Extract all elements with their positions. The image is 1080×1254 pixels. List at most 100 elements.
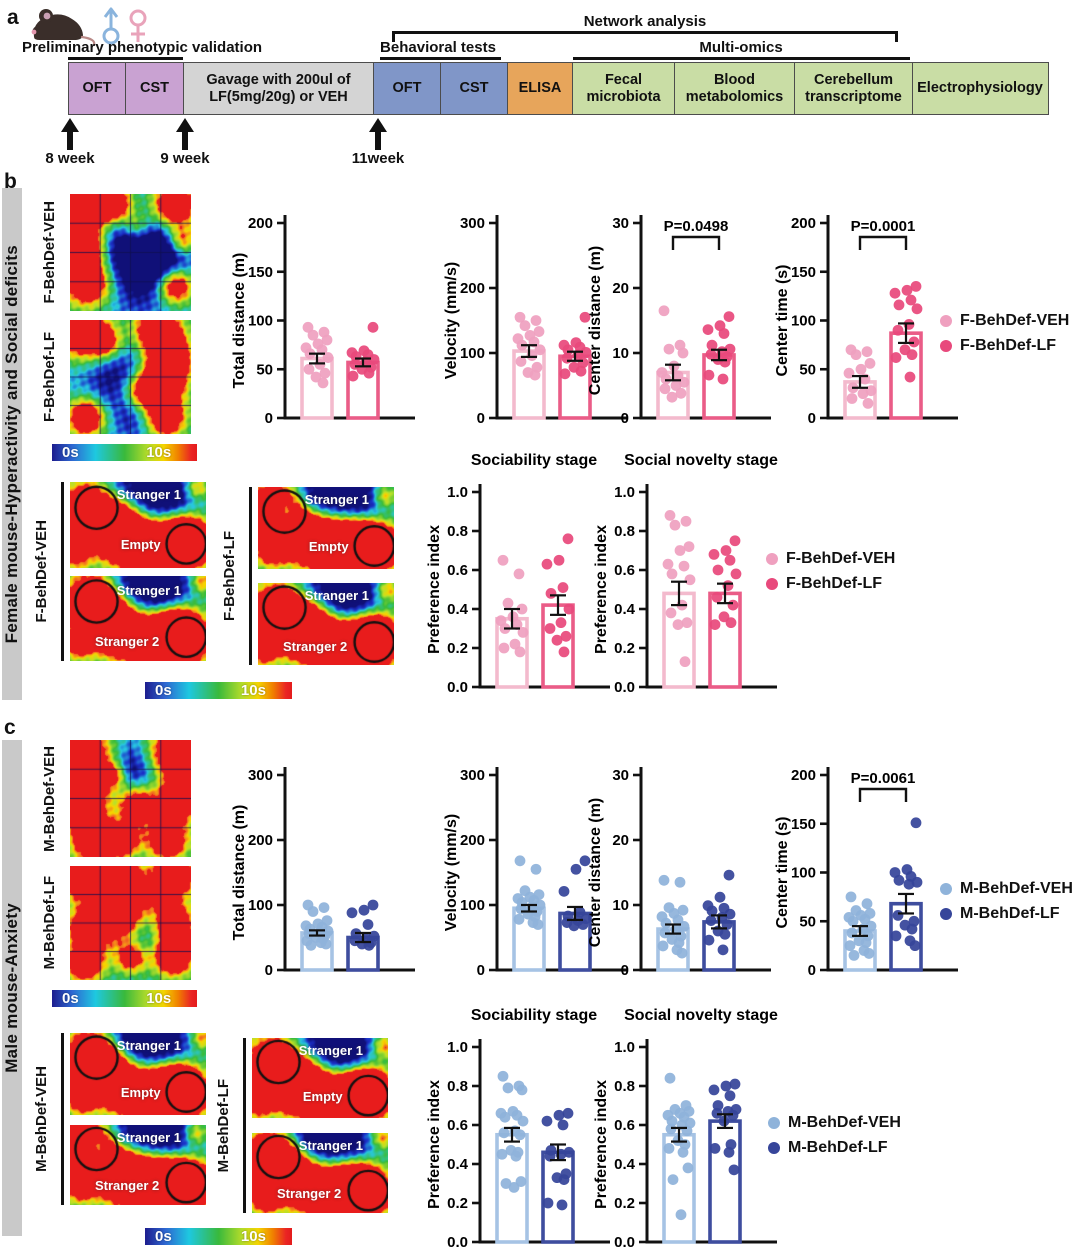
data-point (553, 1109, 565, 1121)
svg-text:150: 150 (248, 264, 273, 281)
data-point (516, 603, 528, 615)
social-heatmap-m-veh-sociability: Stranger 1 Empty (70, 1033, 206, 1115)
data-point (720, 1080, 732, 1092)
data-point (705, 915, 717, 926)
svg-text:300: 300 (460, 767, 485, 784)
timeline-box-cst1: CST (124, 62, 185, 115)
svg-text:300: 300 (460, 215, 485, 232)
multi-omics-header: Multi-omics (699, 39, 783, 56)
data-point (321, 334, 333, 346)
data-point (892, 324, 904, 336)
data-point (579, 855, 591, 867)
social-heatmap-f-veh-novelty: Stranger 1 Stranger 2 (70, 576, 206, 661)
data-point (845, 891, 857, 903)
data-point (511, 619, 523, 630)
error-bar (852, 374, 868, 389)
data-point (843, 367, 855, 379)
svg-text:0: 0 (265, 962, 273, 979)
data-point (906, 349, 918, 361)
data-point (562, 1107, 574, 1119)
chart-center-time-female: Center time (s) 0 50 100 150 200 P=0.0001 (772, 193, 977, 448)
data-point (708, 1084, 720, 1096)
error-bar (671, 1126, 687, 1143)
timeline-box-elisa: ELISA (506, 62, 574, 115)
data-point (320, 938, 332, 950)
data-point (672, 619, 684, 630)
timeline-box-cerebellum: Cerebellum transcriptome (794, 62, 913, 115)
svg-text:200: 200 (248, 215, 273, 232)
data-point (570, 863, 582, 875)
data-point (579, 311, 591, 323)
y-axis-label: Total distance (m) (231, 805, 248, 941)
svg-text:0.4: 0.4 (447, 601, 469, 618)
data-point (530, 863, 542, 875)
data-point (568, 920, 580, 932)
data-point (532, 919, 544, 930)
y-axis-label: Center time (s) (774, 816, 791, 928)
data-point (714, 891, 726, 903)
data-point (728, 1164, 740, 1176)
svg-text:50: 50 (256, 361, 273, 378)
data-point (676, 947, 688, 959)
data-point (893, 874, 905, 886)
data-point (682, 1162, 694, 1174)
data-point (890, 352, 902, 363)
data-point (729, 535, 741, 547)
bar-chart: Sociability stage Preference index 0.0 0.2 0… (426, 1007, 610, 1251)
significance-bracket (671, 235, 721, 250)
svg-text:0.0: 0.0 (614, 679, 635, 696)
data-point (322, 352, 334, 363)
svg-text:0: 0 (808, 962, 816, 979)
data-point (890, 930, 902, 942)
data-point (910, 280, 922, 292)
svg-text:0.2: 0.2 (447, 640, 468, 657)
social-group-line-f-veh (61, 482, 64, 661)
error-bar (521, 344, 537, 358)
legend-item: F-BehDef-VEH (766, 550, 895, 568)
legend-dot-f-lf (940, 340, 952, 352)
social-group-line-f-lf (249, 487, 252, 665)
bar-chart: Total distance (m) 0 50 100 150 200 (231, 215, 415, 427)
male-icon (102, 7, 120, 45)
data-point (577, 919, 589, 930)
svg-text:100: 100 (248, 897, 273, 914)
data-point (519, 320, 531, 332)
social-group-label-f-veh: F-BehDef-VEH (32, 520, 50, 623)
data-point (660, 917, 672, 929)
error-bar (550, 594, 566, 616)
data-point (563, 603, 575, 615)
network-bracket-tick-right (895, 31, 898, 42)
error-bar (521, 903, 537, 913)
svg-text:100: 100 (791, 865, 816, 882)
svg-text:200: 200 (460, 280, 485, 297)
error-bar (504, 607, 520, 630)
y-axis-label: Center time (s) (774, 264, 791, 376)
arrow-9week-icon (176, 118, 194, 150)
data-point (719, 356, 731, 368)
svg-text:100: 100 (460, 897, 485, 914)
svg-text:0.8: 0.8 (447, 523, 468, 540)
data-point (677, 1146, 689, 1158)
bar-chart: Center time (s) 0 50 100 150 200 P=0.0001 (774, 215, 958, 427)
data-point (910, 817, 922, 829)
heatmap-label-m-lf: M-BehDef-LF (40, 876, 58, 970)
data-point (674, 545, 686, 556)
bar-chart: Total distance (m) 0 100 200 300 (231, 767, 415, 979)
chart-social-novelty-male: Social novelty stage Preference index 0.0 0… (591, 1002, 796, 1254)
error-bar (567, 905, 583, 922)
data-point (861, 898, 873, 910)
svg-text:30: 30 (612, 767, 629, 784)
data-point (544, 623, 556, 634)
behavioral-tests-header: Behavioral tests (380, 39, 496, 56)
significance-bracket (858, 787, 908, 802)
data-point (502, 597, 514, 609)
legend-item: F-BehDef-VEH (940, 312, 1069, 330)
network-analysis-header: Network analysis (583, 13, 707, 30)
panel-c-side-label: Male mouse-Anxiety (2, 903, 21, 1073)
legend-dot-m-veh (768, 1117, 780, 1129)
p-value: P=0.0498 (664, 218, 729, 235)
svg-text:0: 0 (265, 410, 273, 427)
data-point (864, 358, 876, 369)
